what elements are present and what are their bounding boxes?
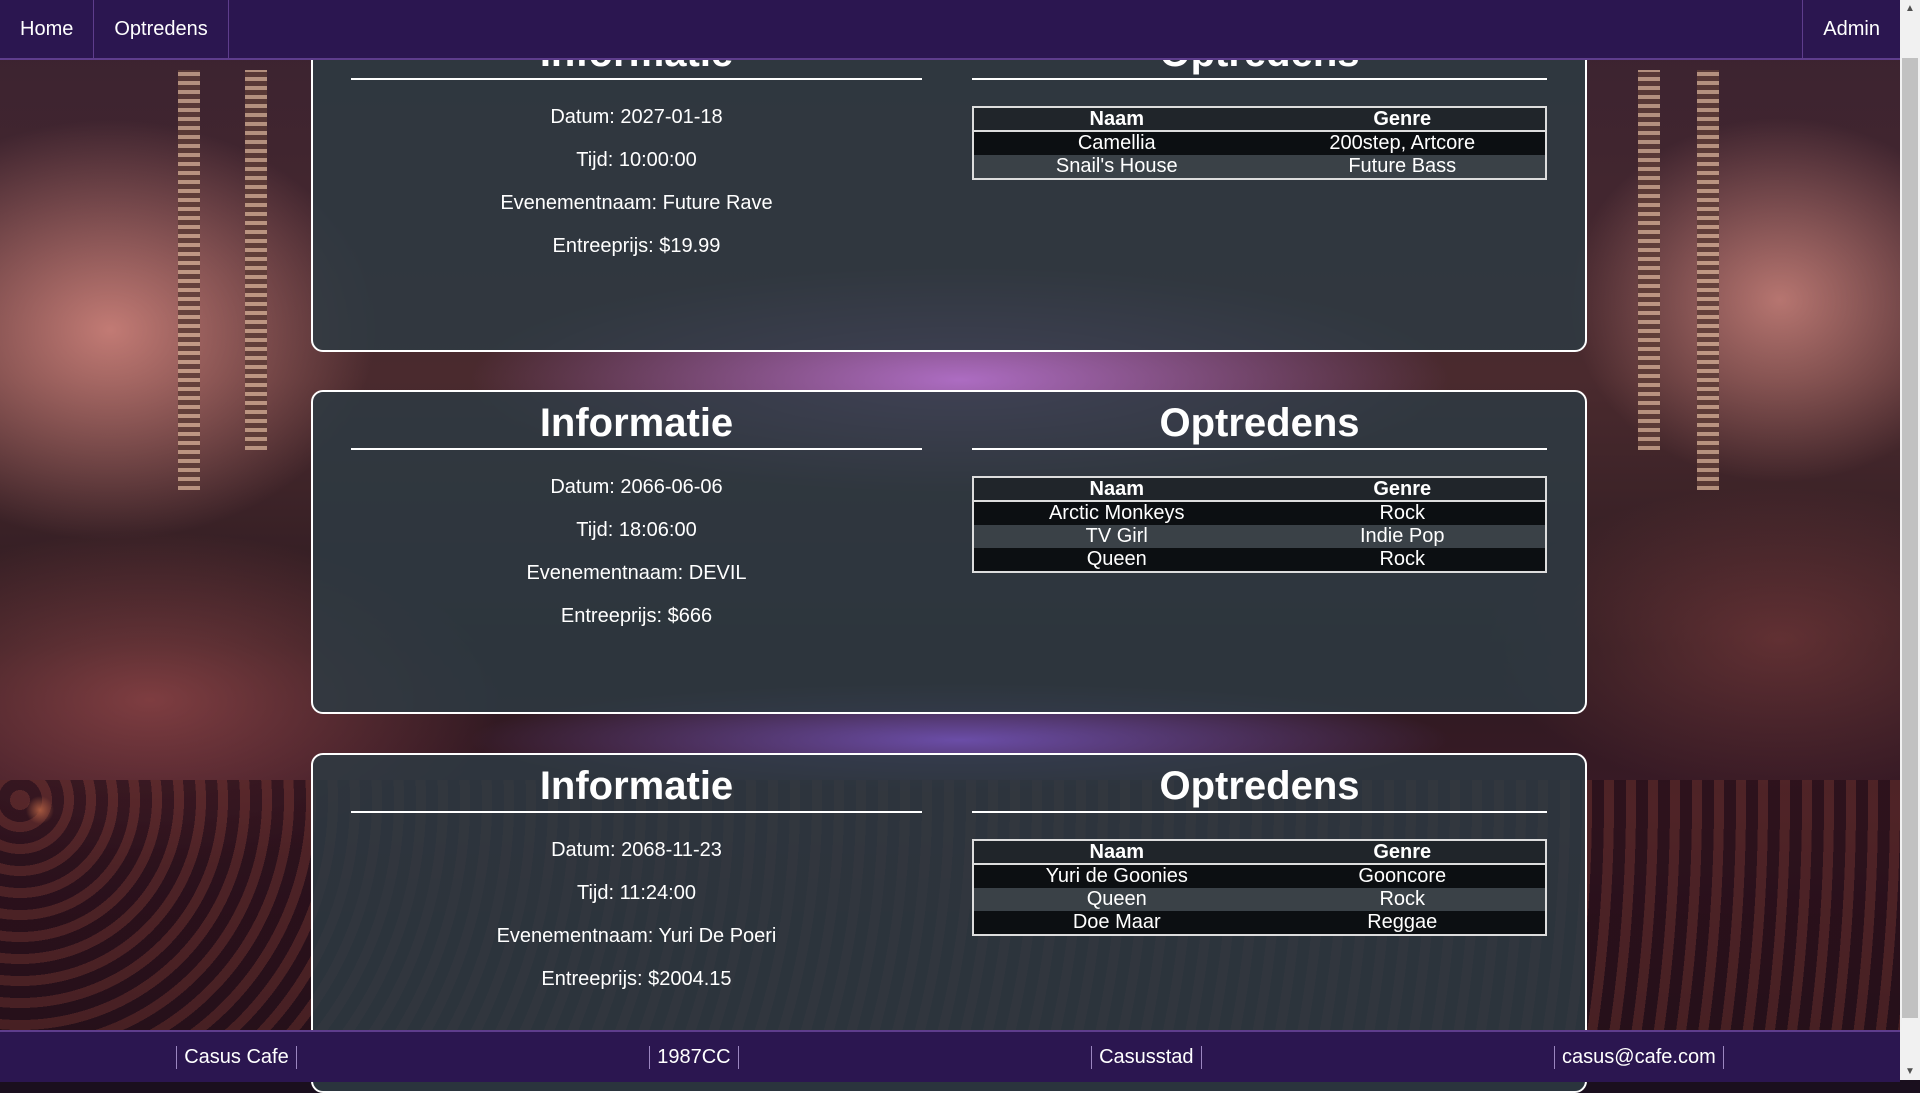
event-price: Entreeprijs: $2004.15 — [541, 968, 732, 990]
scroll-down-arrow-icon[interactable]: ▼ — [1905, 1066, 1915, 1077]
footer-postcode: 1987CC — [649, 1045, 739, 1069]
performers-table: Naam Genre Camellia 200step, Artcore Sna… — [972, 106, 1547, 180]
stage-truss-right — [1638, 70, 1660, 450]
performers-table: Naam Genre Arctic Monkeys Rock TV Girl I… — [972, 476, 1547, 573]
info-title: Informatie — [351, 392, 922, 450]
performer-row: Snail's House Future Bass — [973, 155, 1546, 179]
performer-row: Queen Rock — [973, 548, 1546, 572]
footer-city: Casusstad — [1091, 1045, 1202, 1069]
scroll-thumb[interactable] — [1902, 58, 1918, 1018]
table-header-row: Naam Genre — [973, 840, 1546, 865]
event-name: Evenementnaam: Yuri De Poeri — [496, 925, 777, 947]
event-price: Entreeprijs: $19.99 — [552, 235, 721, 257]
performer-name: Camellia — [1077, 132, 1156, 154]
event-name: Evenementnaam: DEVIL — [526, 562, 747, 584]
info-title: Informatie — [351, 755, 922, 813]
performer-name: Queen — [973, 888, 1260, 911]
stage-truss-left-2 — [245, 70, 267, 450]
performer-genre: Future Bass — [1259, 155, 1546, 179]
stage-truss-right-2 — [1697, 70, 1719, 490]
performer-genre: Rock — [1259, 888, 1546, 911]
page-scrollbar[interactable]: ▲ ▼ — [1900, 0, 1920, 1080]
performer-name: Doe Maar — [1072, 911, 1161, 933]
performer-genre: Rock — [1379, 502, 1426, 524]
event-time: Tijd: 10:00:00 — [576, 149, 697, 171]
event-date: Datum: 2068-11-23 — [551, 839, 722, 861]
column-header-genre: Genre — [1259, 477, 1546, 502]
top-navigation: Home Optredens Admin — [0, 0, 1900, 60]
performer-genre: Reggae — [1367, 911, 1438, 933]
column-header-naam: Naam — [973, 840, 1260, 865]
column-header-genre: Genre — [1259, 840, 1546, 865]
performers-table: Naam Genre Yuri de Goonies Gooncore Quee… — [972, 839, 1547, 936]
event-performers-section: Optredens Naam Genre Yuri de Goonies Goo… — [972, 755, 1547, 1001]
footer-email[interactable]: casus@cafe.com — [1554, 1045, 1724, 1069]
performer-row: TV Girl Indie Pop — [973, 525, 1546, 548]
performer-row: Queen Rock — [973, 888, 1546, 911]
column-header-naam: Naam — [973, 477, 1260, 502]
nav-home-link[interactable]: Home — [0, 0, 95, 58]
performer-name: Yuri de Goonies — [1045, 865, 1188, 887]
event-name: Evenementnaam: Future Rave — [500, 192, 773, 214]
footer: Casus Cafe 1987CC Casusstad casus@cafe.c… — [0, 1030, 1900, 1082]
column-header-naam: Naam — [973, 107, 1260, 132]
performer-name: Snail's House — [973, 155, 1260, 179]
performer-name: TV Girl — [973, 525, 1260, 548]
nav-optredens-link[interactable]: Optredens — [94, 0, 229, 58]
performer-row: Camellia 200step, Artcore — [973, 131, 1546, 155]
performers-title: Optredens — [972, 755, 1547, 813]
performer-genre: Gooncore — [1358, 865, 1447, 887]
performer-name: Arctic Monkeys — [1048, 502, 1185, 524]
column-header-genre: Genre — [1259, 107, 1546, 132]
nav-admin-link[interactable]: Admin — [1802, 0, 1900, 58]
stage-truss-left — [178, 70, 200, 490]
performer-name: Queen — [1086, 548, 1147, 570]
event-card: Informatie Datum: 2027-01-18 Tijd: 10:00… — [311, 20, 1587, 352]
performer-genre: Indie Pop — [1259, 525, 1546, 548]
table-header-row: Naam Genre — [973, 477, 1546, 502]
event-info-section: Informatie Datum: 2066-06-06 Tijd: 18:06… — [351, 392, 922, 638]
event-date: Datum: 2027-01-18 — [550, 106, 723, 128]
performer-row: Arctic Monkeys Rock — [973, 501, 1546, 525]
event-time: Tijd: 18:06:00 — [576, 519, 697, 541]
performers-title: Optredens — [972, 392, 1547, 450]
performer-row: Yuri de Goonies Gooncore — [973, 864, 1546, 888]
performer-genre: 200step, Artcore — [1329, 132, 1476, 154]
event-price: Entreeprijs: $666 — [560, 605, 713, 627]
performer-genre: Rock — [1379, 548, 1426, 570]
performer-row: Doe Maar Reggae — [973, 911, 1546, 935]
event-info-section: Informatie Datum: 2068-11-23 Tijd: 11:24… — [351, 755, 922, 1001]
event-card: Informatie Datum: 2066-06-06 Tijd: 18:06… — [311, 390, 1587, 714]
footer-cafe-name: Casus Cafe — [176, 1045, 297, 1069]
event-date: Datum: 2066-06-06 — [550, 476, 723, 498]
scroll-up-arrow-icon[interactable]: ▲ — [1905, 3, 1915, 14]
event-time: Tijd: 11:24:00 — [577, 882, 696, 904]
table-header-row: Naam Genre — [973, 107, 1546, 132]
event-performers-section: Optredens Naam Genre Arctic Monkeys Rock… — [972, 392, 1547, 638]
